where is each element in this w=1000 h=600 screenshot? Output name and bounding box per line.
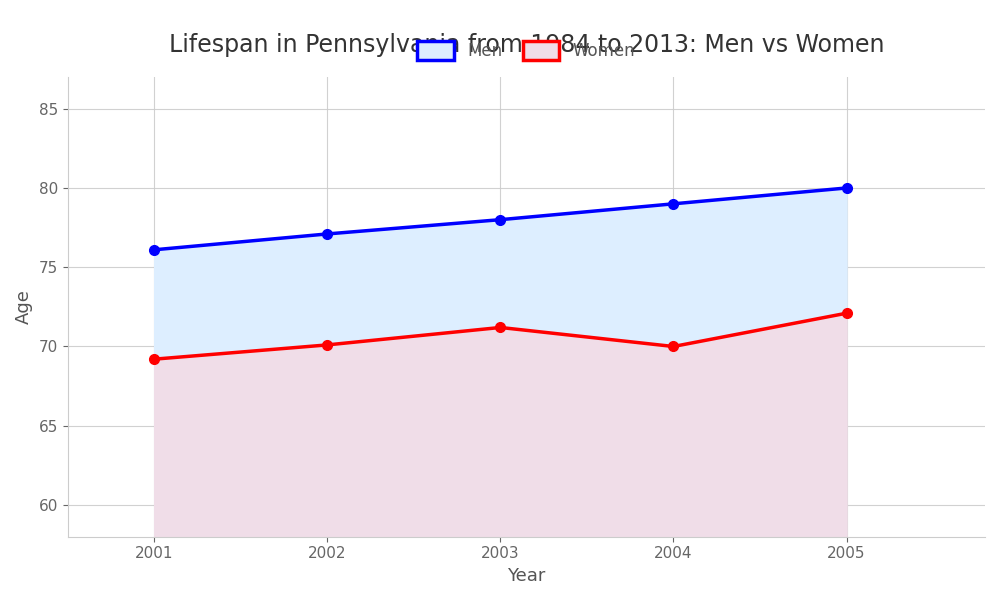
Legend: Men, Women: Men, Women [411,35,642,67]
Title: Lifespan in Pennsylvania from 1984 to 2013: Men vs Women: Lifespan in Pennsylvania from 1984 to 20… [169,33,884,57]
Y-axis label: Age: Age [15,289,33,324]
X-axis label: Year: Year [507,567,546,585]
